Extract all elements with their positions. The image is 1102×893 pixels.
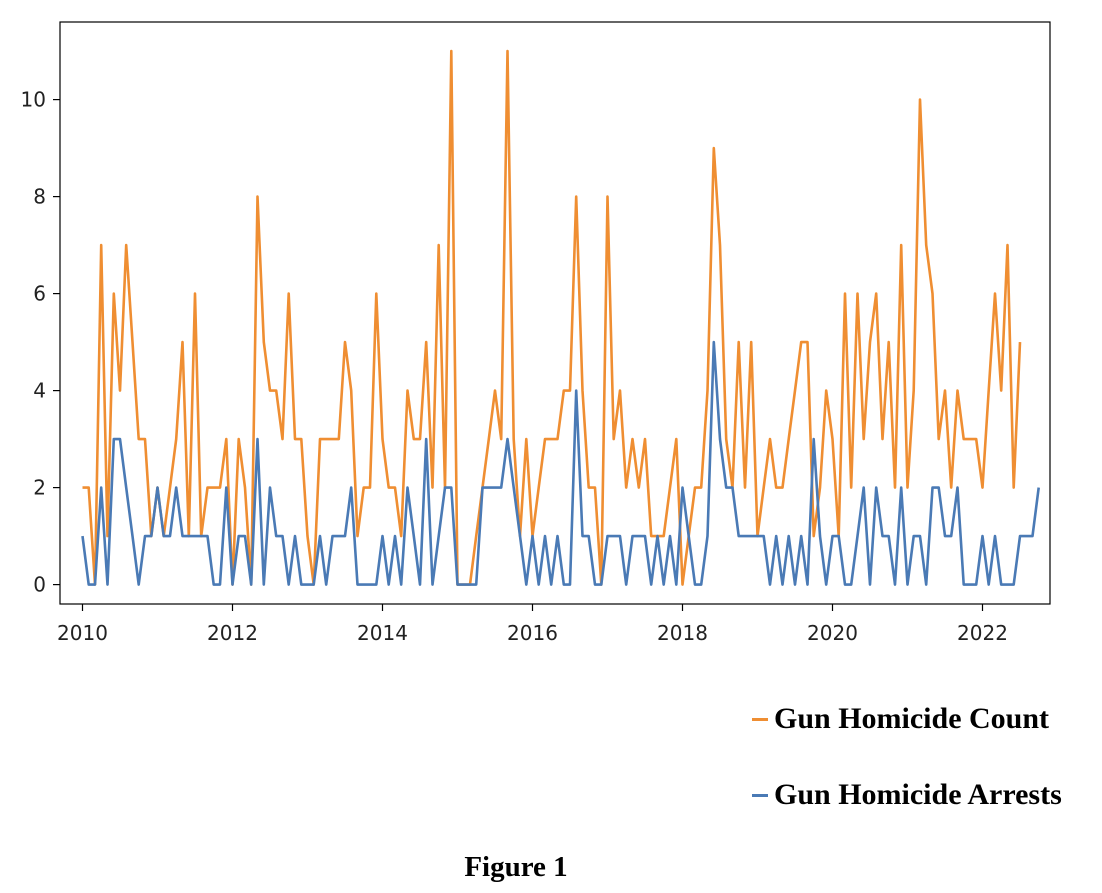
y-tick-label: 8 [33,185,46,209]
x-tick-label: 2010 [57,621,108,645]
y-tick-label: 4 [33,379,46,403]
y-axis: 0 2 4 6 8 10 [21,88,60,597]
series-layer [81,49,1040,586]
series-line-gun-homicide-arrests [81,340,1040,586]
line-chart: 2010 2012 2014 2016 2018 2020 2022 0 2 4 6 8 10 [21,21,1051,645]
x-tick-label: 2012 [207,621,258,645]
legend-swatch-arrests [752,793,768,797]
plot-frame [59,21,1051,605]
x-tick-label: 2022 [957,621,1008,645]
series-line-gun-homicide-count [82,49,1022,586]
x-tick-label: 2014 [357,621,408,645]
y-tick-label: 0 [33,573,46,597]
x-axis: 2010 2012 2014 2016 2018 2020 2022 [57,604,1008,645]
legend-item-gun-homicide-arrests: Gun Homicide Arrests [752,778,1062,812]
x-tick-label: 2016 [507,621,558,645]
x-tick-label: 2018 [657,621,708,645]
y-tick-label: 6 [33,282,46,306]
y-tick-label: 2 [33,476,46,500]
figure-caption: Figure 1 [464,851,568,883]
legend-item-gun-homicide-count: Gun Homicide Count [752,702,1049,736]
y-tick-label: 10 [21,88,46,112]
x-tick-label: 2020 [807,621,858,645]
legend-label-count: Gun Homicide Count [774,702,1050,735]
legend-swatch-count [752,717,768,721]
legend-label-arrests: Gun Homicide Arrests [774,778,1062,811]
